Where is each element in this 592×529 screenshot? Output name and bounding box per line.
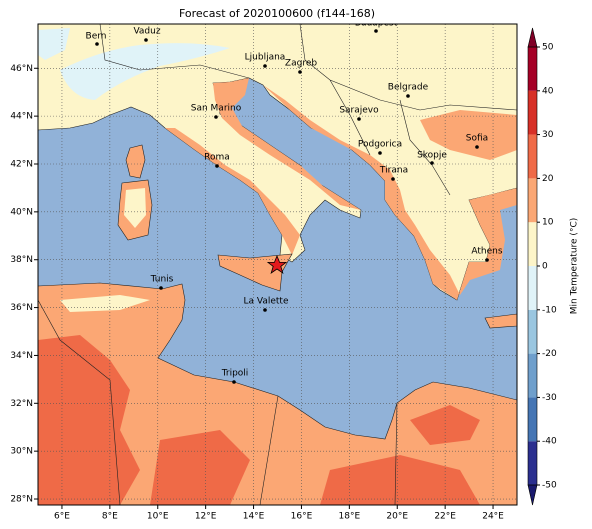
colorbar-label: Min Temperature (°C): [570, 218, 580, 315]
colorbar-tick-label: -20: [542, 349, 557, 359]
y-tick-label: 38°N: [10, 255, 33, 265]
city-label: Sarajevo: [339, 106, 379, 116]
map-frame: [37, 23, 518, 506]
x-tick-label: 14°E: [243, 512, 265, 522]
city-label: Budapest: [355, 19, 398, 29]
city-marker: [475, 145, 479, 149]
y-tick-label: 34°N: [10, 351, 33, 361]
city-marker: [215, 164, 219, 168]
y-tick-label: 30°N: [10, 447, 33, 457]
city-marker: [95, 42, 99, 46]
y-tick-label: 42°N: [10, 159, 33, 169]
colorbar-extend-top: [527, 27, 538, 48]
colorbar-tick-label: 0: [542, 262, 548, 272]
x-tick-label: 16°E: [291, 512, 313, 522]
colorbar-band: [528, 397, 537, 442]
city-label: Skopje: [417, 151, 447, 161]
colorbar-band: [528, 134, 537, 179]
colorbar-tick-label: 40: [542, 86, 554, 96]
x-tick-label: 22°E: [434, 512, 456, 522]
title: Forecast of 2020100600 (f144-168): [179, 7, 375, 20]
city-marker: [298, 70, 302, 74]
x-tick-label: 18°E: [339, 512, 361, 522]
y-tick-label: 32°N: [10, 399, 33, 409]
city-label: La Valette: [244, 297, 289, 307]
city-label: Tirana: [379, 166, 408, 176]
city-label: Sofia: [466, 134, 488, 144]
city-marker: [214, 115, 218, 119]
city-label: Roma: [204, 153, 230, 163]
city-marker: [374, 29, 378, 33]
city-marker: [391, 177, 395, 181]
colorbar-tick-label: -10: [542, 305, 557, 315]
colorbar-tick-label: -40: [542, 437, 557, 447]
city-label: Athens: [471, 247, 502, 257]
city-marker: [144, 38, 148, 42]
colorbar-tick-label: 20: [542, 174, 554, 184]
x-tick-label: 8°E: [102, 512, 118, 522]
colorbar-band: [528, 47, 537, 91]
city-label: San Marino: [191, 104, 242, 114]
colorbar-band: [528, 178, 537, 223]
x-tick-label: 12°E: [195, 512, 217, 522]
city-label: Tunis: [150, 275, 174, 285]
x-tick-label: 24°E: [482, 512, 504, 522]
city-label: Vaduz: [133, 27, 160, 37]
city-label: Zagreb: [285, 59, 317, 69]
colorbar-band: [528, 222, 537, 266]
colorbar-band: [528, 441, 537, 485]
colorbar-extend-bottom: [527, 484, 538, 506]
city-marker: [406, 94, 410, 98]
x-tick-label: 10°E: [147, 512, 169, 522]
city-marker: [378, 151, 382, 155]
city-marker: [485, 258, 489, 262]
city-marker: [263, 64, 267, 68]
colorbar-band: [528, 309, 537, 354]
city-marker: [263, 308, 267, 312]
y-tick-label: 36°N: [10, 303, 33, 313]
forecast-star: [266, 254, 288, 274]
colorbar-tick-label: -50: [542, 481, 557, 491]
city-label: Ljubljana: [245, 53, 286, 63]
city-label: Bern: [86, 32, 107, 42]
colorbar-tick-label: 30: [542, 130, 554, 140]
city-marker: [159, 286, 163, 290]
colorbar-tick-label: 50: [542, 43, 554, 53]
city-label: Belgrade: [388, 83, 429, 93]
colorbar-band: [528, 90, 537, 135]
colorbar-band: [528, 353, 537, 398]
city-label: Tripoli: [221, 369, 249, 379]
y-tick-label: 44°N: [10, 112, 33, 122]
y-tick-label: 46°N: [10, 64, 33, 74]
city-marker: [357, 117, 361, 121]
city-marker: [232, 380, 236, 384]
city-label: Podgorica: [358, 140, 402, 150]
colorbar-tick-label: -30: [542, 393, 557, 403]
x-tick-label: 6°E: [54, 512, 70, 522]
city-marker: [430, 161, 434, 165]
x-tick-label: 20°E: [386, 512, 408, 522]
y-tick-label: 28°N: [10, 495, 33, 505]
y-tick-label: 40°N: [10, 207, 33, 217]
colorbar-band: [528, 266, 537, 310]
colorbar-tick-label: 10: [542, 218, 554, 228]
